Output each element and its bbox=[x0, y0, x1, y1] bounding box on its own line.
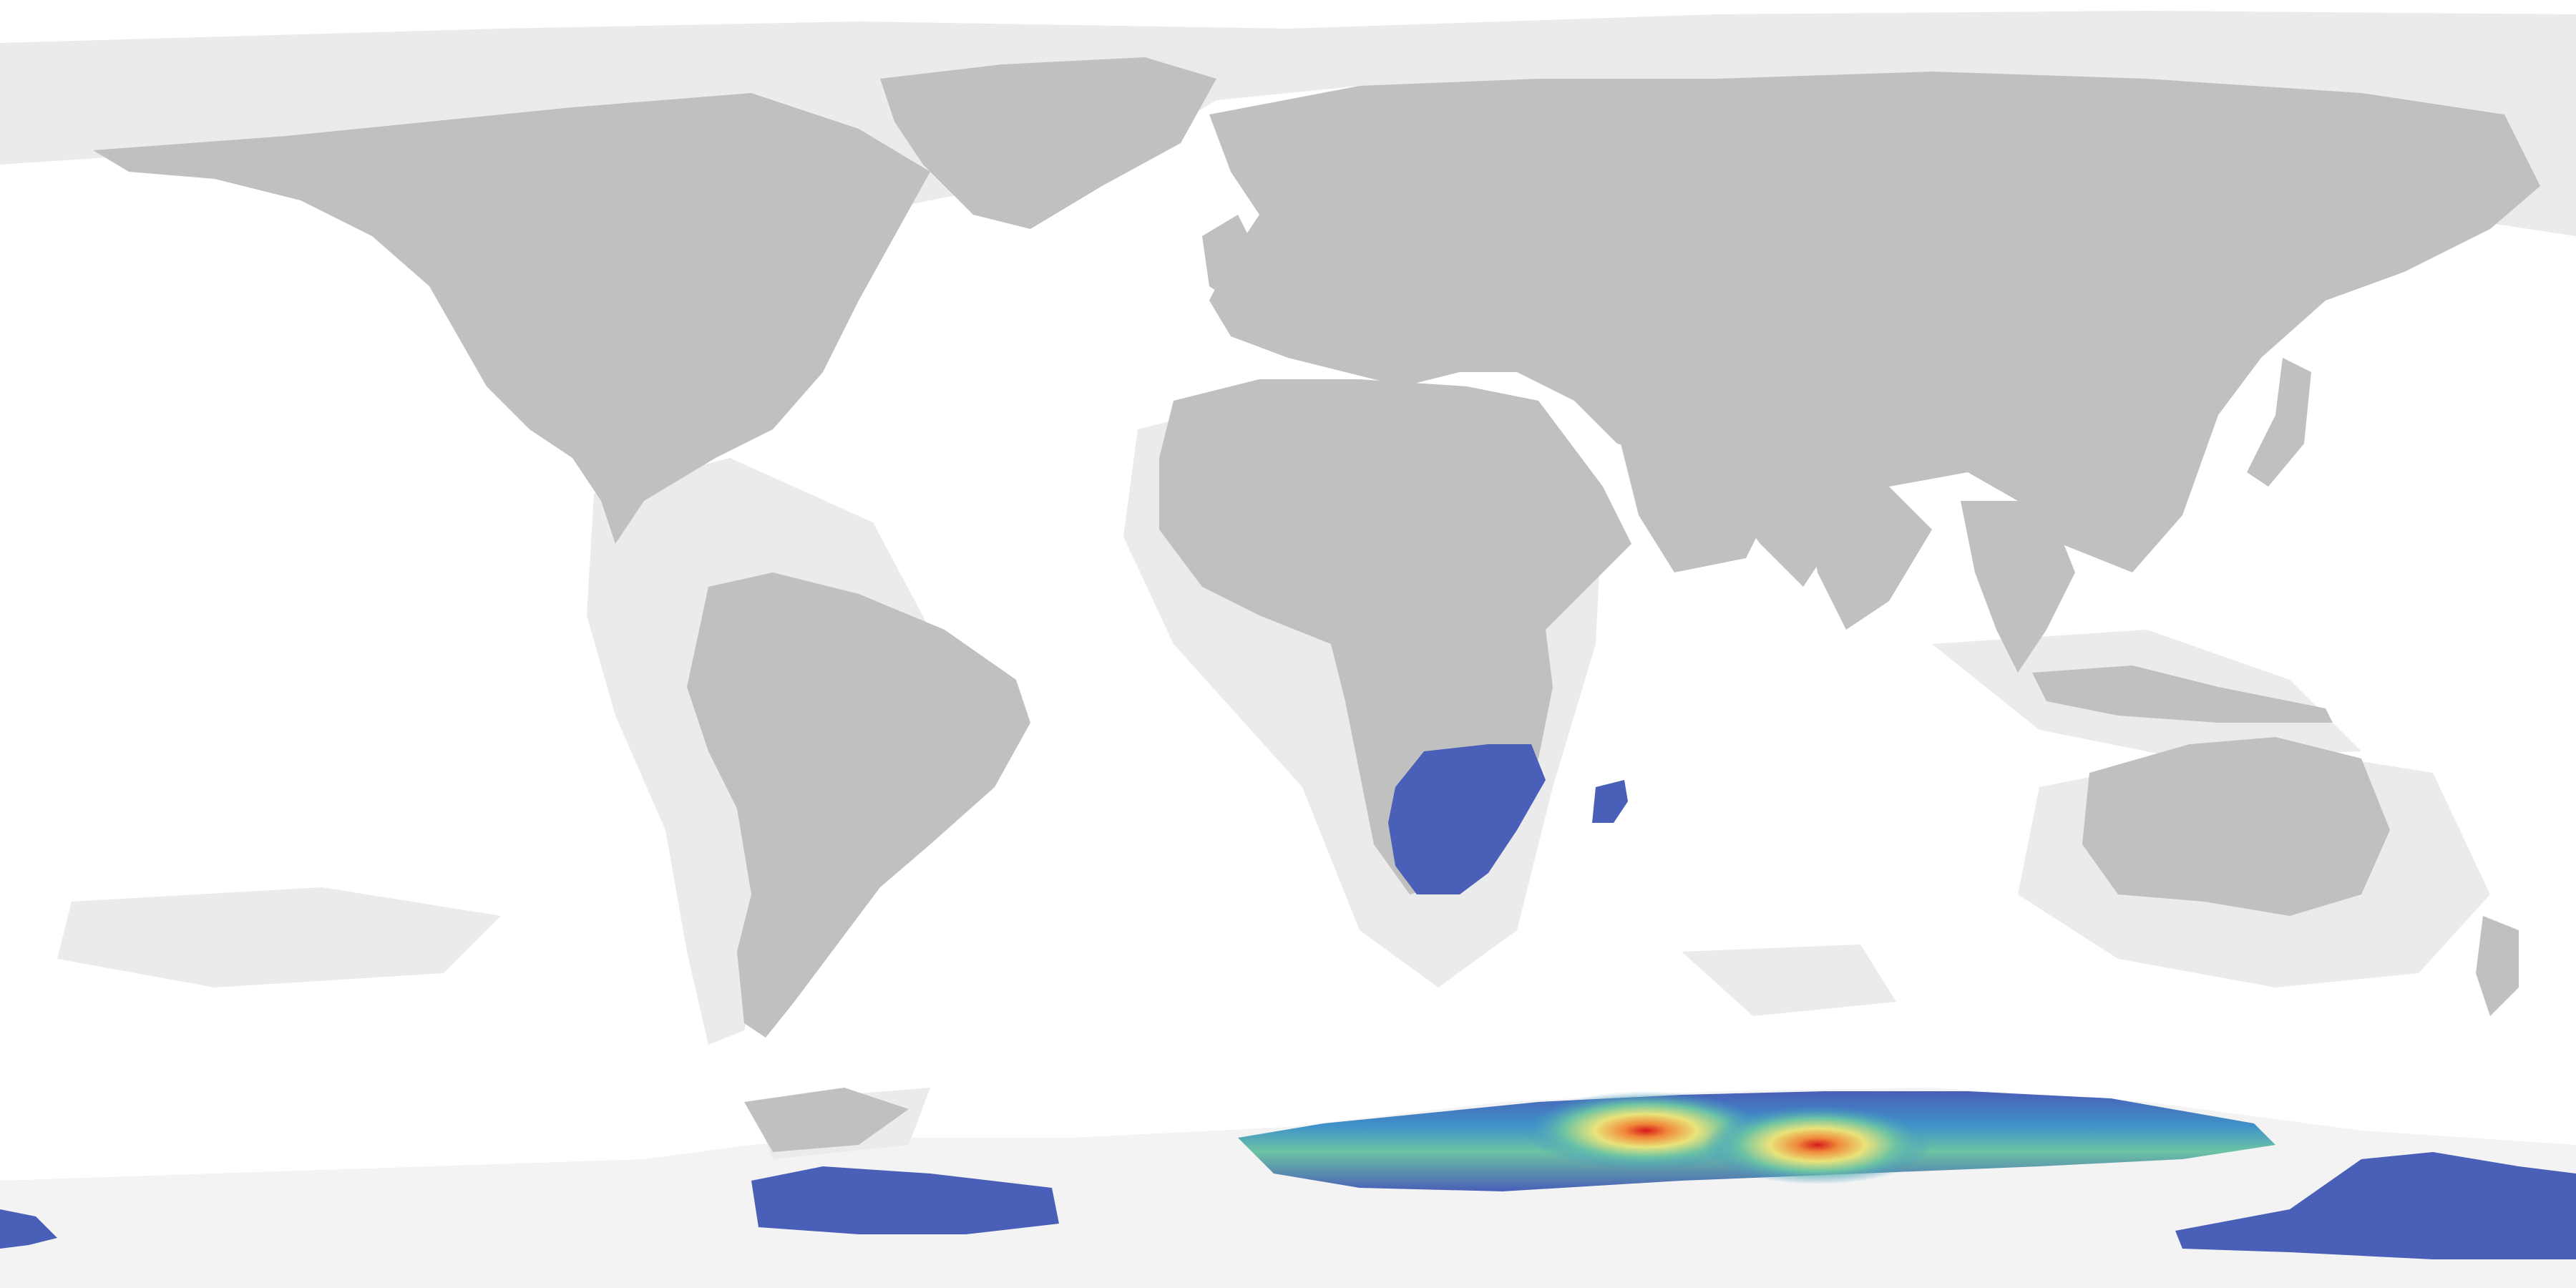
eurasia bbox=[1209, 72, 2540, 587]
arabia bbox=[1617, 429, 1775, 572]
density-southern-africa bbox=[1388, 744, 1546, 894]
india bbox=[1803, 487, 1932, 630]
density-ross-sea bbox=[2175, 1152, 2576, 1259]
density-overlay bbox=[0, 744, 2576, 1259]
density-madagascar bbox=[1592, 780, 1628, 823]
antarctic-peninsula-land bbox=[744, 1088, 909, 1152]
japan bbox=[2247, 358, 2311, 487]
density-far-west bbox=[0, 1209, 57, 1249]
north-america bbox=[93, 93, 930, 544]
southeast-asia bbox=[1961, 501, 2075, 673]
density-hotspot-2 bbox=[1703, 1106, 1932, 1184]
new-zealand bbox=[2476, 916, 2519, 1016]
australia bbox=[2082, 737, 2390, 916]
greenland bbox=[880, 57, 1216, 229]
indonesia bbox=[2032, 665, 2333, 723]
british-isles bbox=[1202, 215, 1259, 301]
density-antarctic-peninsula bbox=[751, 1166, 1059, 1234]
south-america bbox=[687, 572, 1030, 1038]
